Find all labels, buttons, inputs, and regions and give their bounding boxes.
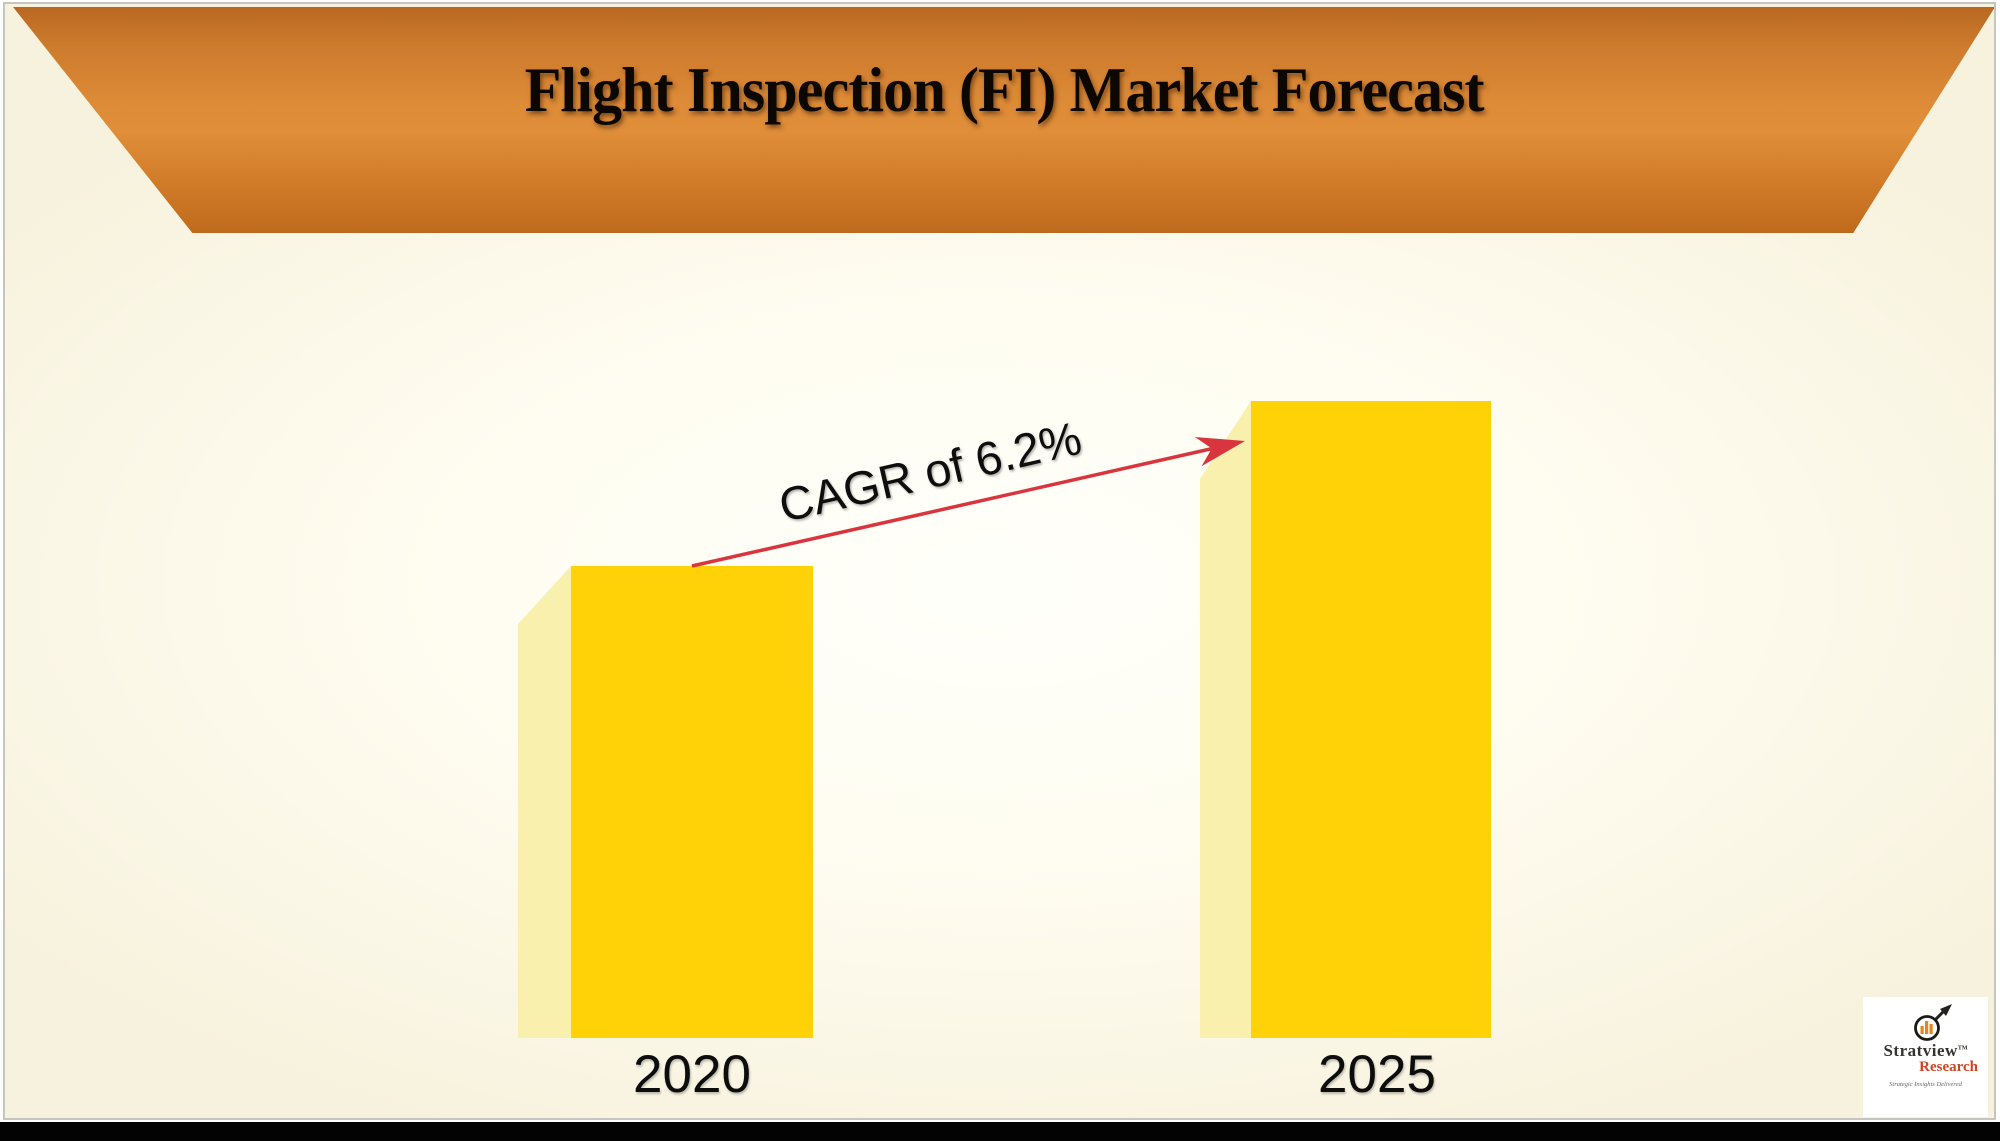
category-label-2025: 2025 — [1318, 1045, 1436, 1104]
bar-2020-front-face — [571, 566, 813, 1038]
logo-tagline: Strategic Insights Delivered — [1889, 1081, 1962, 1088]
bar-2025-front-face — [1251, 401, 1491, 1038]
footer-black-strip — [0, 1122, 2000, 1141]
stratview-logo: StratviewTM Research Strategic Insights … — [1863, 997, 1988, 1117]
logo-name: StratviewTM — [1863, 1041, 1988, 1061]
bar-2025-side-face — [1200, 401, 1251, 1038]
logo-division: Research — [1919, 1059, 1978, 1075]
bar-2020-side-face — [518, 566, 571, 1038]
logo-name-text: Stratview — [1883, 1041, 1958, 1060]
logo-trademark: TM — [1957, 1045, 1968, 1052]
title-banner: Flight Inspection (FI) Market Forecast — [13, 7, 1994, 233]
cagr-annotation: CAGR of 6.2% — [773, 410, 1087, 532]
slide-background: Flight Inspection (FI) Market Forecast C… — [3, 2, 1996, 1120]
magnifier-chart-icon — [1914, 1004, 1952, 1041]
category-label-2020: 2020 — [633, 1045, 751, 1104]
page-title: Flight Inspection (FI) Market Forecast — [524, 54, 1485, 125]
